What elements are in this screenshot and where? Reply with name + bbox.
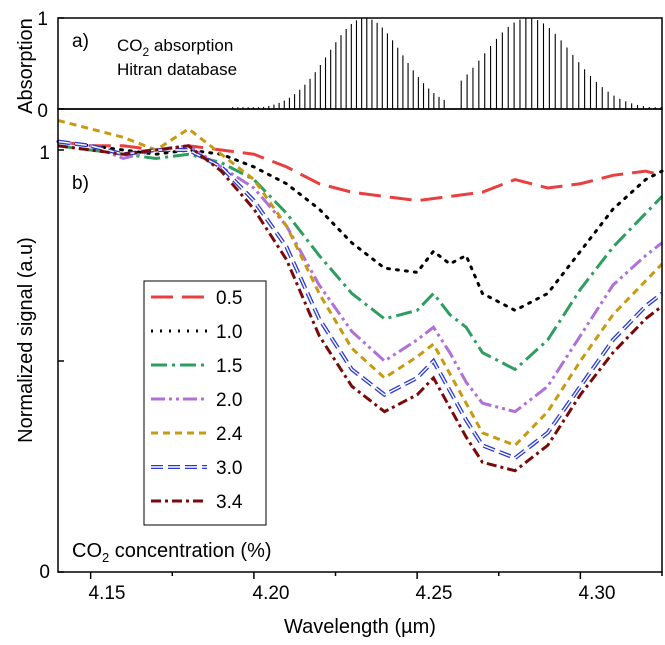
series-line-3.0-inner — [57, 140, 663, 459]
x-tick-label-4-15: 4.15 — [89, 583, 126, 604]
co2-absorption-word: absorption — [149, 36, 233, 55]
panel-a-y-axis-title: Absorption — [15, 18, 37, 114]
series-line-3.4 — [57, 144, 663, 473]
legend-label-2.4: 2.4 — [216, 424, 243, 445]
x-tick-label-4-20: 4.20 — [253, 583, 290, 604]
co2-formula-co: CO — [117, 36, 143, 55]
panel-a-label: a) — [72, 31, 89, 52]
panel-b-y-tick-label-0: 0 — [39, 562, 50, 583]
co2-formula-subscript: 2 — [143, 45, 150, 59]
panel-a-y-tick-label-max: 1 — [37, 9, 48, 30]
hitran-annotation-line1: CO2 absorption — [117, 36, 233, 59]
legend-label-1.5: 1.5 — [216, 356, 242, 377]
concentration-caption: CO2 concentration (%) — [72, 540, 272, 565]
legend-box — [143, 280, 267, 526]
legend-label-1.0: 1.0 — [216, 322, 242, 343]
x-tick-label-4-30: 4.30 — [579, 583, 616, 604]
legend-label-0.5: 0.5 — [216, 288, 242, 309]
panel-a: Absorption 1 0 a) CO2 absorption Hitran … — [15, 9, 663, 122]
hitran-annotation-line2: Hitran database — [117, 60, 237, 79]
series-line-2.4 — [57, 119, 664, 448]
panel-b: Normalized signal (a.u) 1 0 4.15 4.20 4.… — [15, 108, 664, 638]
legend-items: 0.5 1.0 1.5 2.0 2.4 3.0 3.4 — [151, 288, 243, 513]
panel-a-y-tick-label-min: 0 — [37, 101, 48, 122]
panel-b-y-tick-label-1: 1 — [39, 143, 50, 164]
absorption-spectrum — [221, 18, 662, 110]
panel-b-label: b) — [72, 173, 89, 194]
panel-b-frame — [57, 108, 663, 573]
legend-label-3.4: 3.4 — [216, 492, 243, 513]
series-line-1.5 — [57, 144, 664, 372]
caption-co: CO — [72, 540, 102, 562]
signal-series — [56, 119, 664, 473]
legend: 0.5 1.0 1.5 2.0 2.4 3.0 3.4 — [143, 280, 267, 526]
panel-b-y-axis-title: Normalized signal (a.u) — [15, 237, 37, 443]
series-line-2.0 — [57, 140, 663, 414]
x-axis-title: Wavelength (µm) — [284, 616, 436, 638]
legend-label-2.0: 2.0 — [216, 390, 242, 411]
x-tick-label-4-25: 4.25 — [416, 583, 453, 604]
caption-rest: concentration (%) — [109, 540, 271, 562]
legend-label-3.0: 3.0 — [216, 458, 242, 479]
series-line-1.0 — [56, 140, 664, 313]
panel-b-x-ticks — [89, 572, 663, 579]
caption-subscript: 2 — [102, 550, 109, 565]
panel-b-y-ticks — [58, 149, 64, 573]
